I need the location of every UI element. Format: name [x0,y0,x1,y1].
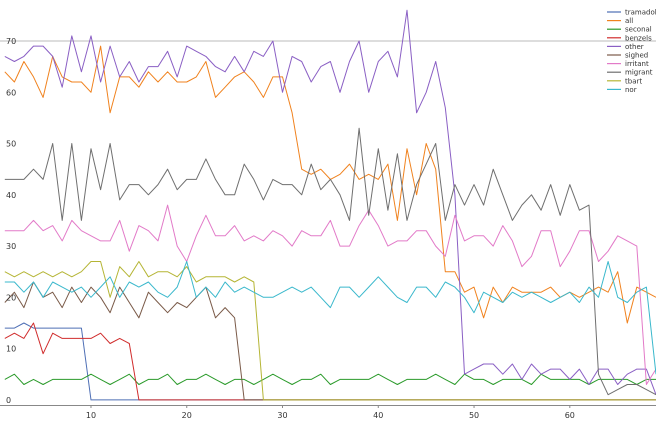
legend-label-tramadol: tramadol [625,9,656,17]
x-tick-label: 50 [469,411,479,420]
y-tick-label: 20 [6,293,16,302]
series-line-seconal [4,373,656,385]
legend-label-sighed: sighed [625,52,648,60]
legend-label-migrant: migrant [625,69,653,77]
y-tick-label: 0 [6,396,11,405]
series-line-tbart [4,261,656,401]
y-tick-label: 10 [6,345,16,354]
legend-label-all: all [625,17,633,25]
legend: tramadolallseconalbenzelsothersighedirri… [607,9,656,94]
legend-label-nor: nor [625,86,637,94]
x-tick-label: 20 [182,411,192,420]
x-tick-label: 40 [373,411,383,420]
series-line-all [4,45,656,324]
series-line-migrant [4,127,656,396]
legend-label-other: other [625,43,644,51]
series-line-sighed [4,281,656,401]
x-tick-label: 30 [277,411,287,420]
legend-label-irritant: irritant [625,60,649,68]
y-tick-label: 40 [6,191,16,200]
legend-label-tbart: tbart [625,77,642,85]
series-line-irritant [4,204,656,385]
y-tick-label: 60 [6,88,16,97]
series-line-nor [4,261,656,375]
x-tick-label: 60 [565,411,575,420]
legend-label-benzels: benzels [625,34,652,42]
series-line-other [4,9,656,395]
y-tick-label: 50 [6,140,16,149]
x-tick-label: 10 [86,411,96,420]
axis-layer: 10 20 30 40 50 60 0 10 20 30 40 50 60 70 [0,37,656,420]
y-tick-label: 70 [6,37,16,46]
series-line-benzels [4,322,656,401]
series-layer [4,9,656,401]
y-tick-label: 30 [6,242,16,251]
legend-label-seconal: seconal [625,26,652,34]
